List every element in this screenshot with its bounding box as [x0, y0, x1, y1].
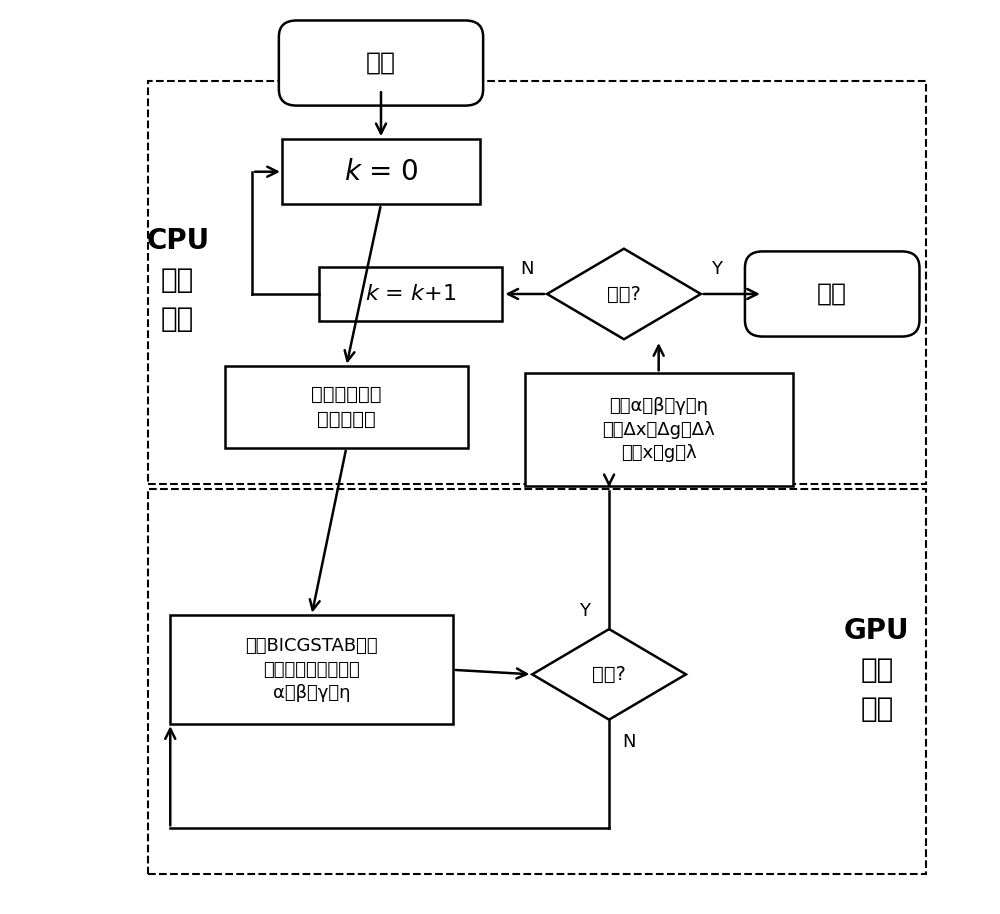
Text: 采用BICGSTAB与两
步预处理解方程求得
α、β、γ、η: 采用BICGSTAB与两 步预处理解方程求得 α、β、γ、η: [245, 637, 378, 703]
Text: 结束: 结束: [817, 282, 847, 306]
Text: 收敛?: 收敛?: [592, 664, 626, 684]
Bar: [170, 615, 453, 724]
Text: 开始: 开始: [366, 51, 396, 75]
Text: 降阶形成四组
线性方程组: 降阶形成四组 线性方程组: [311, 385, 382, 430]
Text: N: N: [622, 733, 636, 751]
Polygon shape: [532, 629, 686, 719]
Text: $\it{k}$ = 0: $\it{k}$ = 0: [344, 158, 418, 186]
Polygon shape: [547, 249, 701, 339]
Bar: [148, 489, 926, 874]
Text: 利用α、β、γ和η
求取Δx、Δg和Δλ
修正x、g和λ: 利用α、β、γ和η 求取Δx、Δg和Δλ 修正x、g和λ: [602, 398, 715, 462]
Text: N: N: [521, 260, 534, 278]
Bar: [148, 81, 926, 484]
FancyBboxPatch shape: [745, 251, 919, 336]
Text: $\it{k}$ = $\it{k}$+1: $\it{k}$ = $\it{k}$+1: [365, 284, 456, 304]
Bar: [319, 267, 502, 321]
Text: CPU
计算
部分: CPU 计算 部分: [146, 228, 209, 334]
Text: Y: Y: [711, 260, 722, 278]
Bar: [525, 373, 793, 486]
Bar: [225, 367, 468, 448]
Text: 收敛?: 收敛?: [607, 284, 641, 303]
FancyBboxPatch shape: [279, 20, 483, 106]
Text: Y: Y: [579, 602, 590, 620]
Text: GPU
计算
部分: GPU 计算 部分: [844, 617, 910, 723]
Bar: [282, 139, 480, 205]
